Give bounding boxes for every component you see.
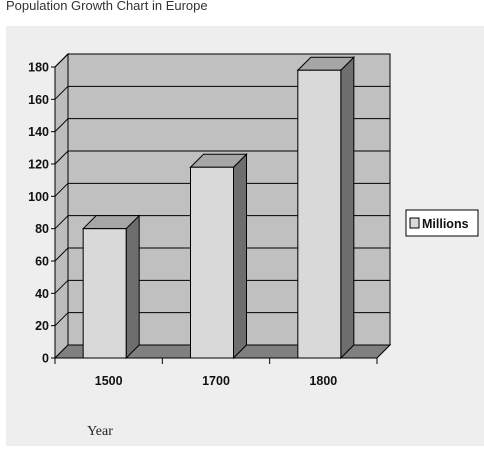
y-tick-label-20: 20 xyxy=(35,319,49,333)
x-axis-label: Year xyxy=(87,424,113,439)
bar-front-1500 xyxy=(82,228,127,359)
gridline-side-180 xyxy=(54,53,69,68)
legend: Millions xyxy=(405,209,479,237)
plot-side-wall xyxy=(54,52,69,360)
chart-title: Population Growth Chart in Europe xyxy=(6,0,208,13)
gridline-side-100 xyxy=(54,182,69,197)
y-tick-label-160: 160 xyxy=(28,93,49,107)
bar-side-1500 xyxy=(125,214,140,360)
bar-side-1700 xyxy=(233,153,247,360)
y-tick-label-120: 120 xyxy=(28,158,49,172)
bar-1500 xyxy=(81,214,141,360)
x-tick-label-1800: 1800 xyxy=(309,374,337,388)
y-tick-label-40: 40 xyxy=(35,287,49,301)
bar-front-1700 xyxy=(190,166,234,359)
bars-layer xyxy=(81,56,356,360)
y-tick-label-0: 0 xyxy=(42,352,49,366)
gridline-side-120 xyxy=(54,150,69,165)
x-tick-label-1500: 1500 xyxy=(95,374,123,388)
bar-front-1800 xyxy=(297,69,342,359)
bar-side-1800 xyxy=(340,56,355,360)
legend-entry-label: Millions xyxy=(422,217,469,231)
gridline-side-60 xyxy=(54,247,69,262)
legend-swatch xyxy=(409,217,420,229)
y-tick-label-80: 80 xyxy=(35,222,49,236)
y-tick-label-140: 140 xyxy=(28,125,49,139)
bar-1800 xyxy=(296,56,356,360)
y-tick-label-60: 60 xyxy=(35,255,49,269)
gridline-side-160 xyxy=(54,85,69,100)
bar-1700 xyxy=(189,153,248,360)
gridline-side-140 xyxy=(54,118,69,133)
gridline-side-20 xyxy=(54,312,69,327)
axis-layer: 1500 1700 1800 0 20 40 60 80 100 120 140 160 180 xyxy=(28,61,378,388)
gridline-side-40 xyxy=(54,279,69,294)
y-tick-label-100: 100 xyxy=(28,190,49,204)
y-tick-label-180: 180 xyxy=(28,61,49,75)
x-tick-label-1700: 1700 xyxy=(202,374,230,388)
gridline-side-80 xyxy=(54,215,69,230)
